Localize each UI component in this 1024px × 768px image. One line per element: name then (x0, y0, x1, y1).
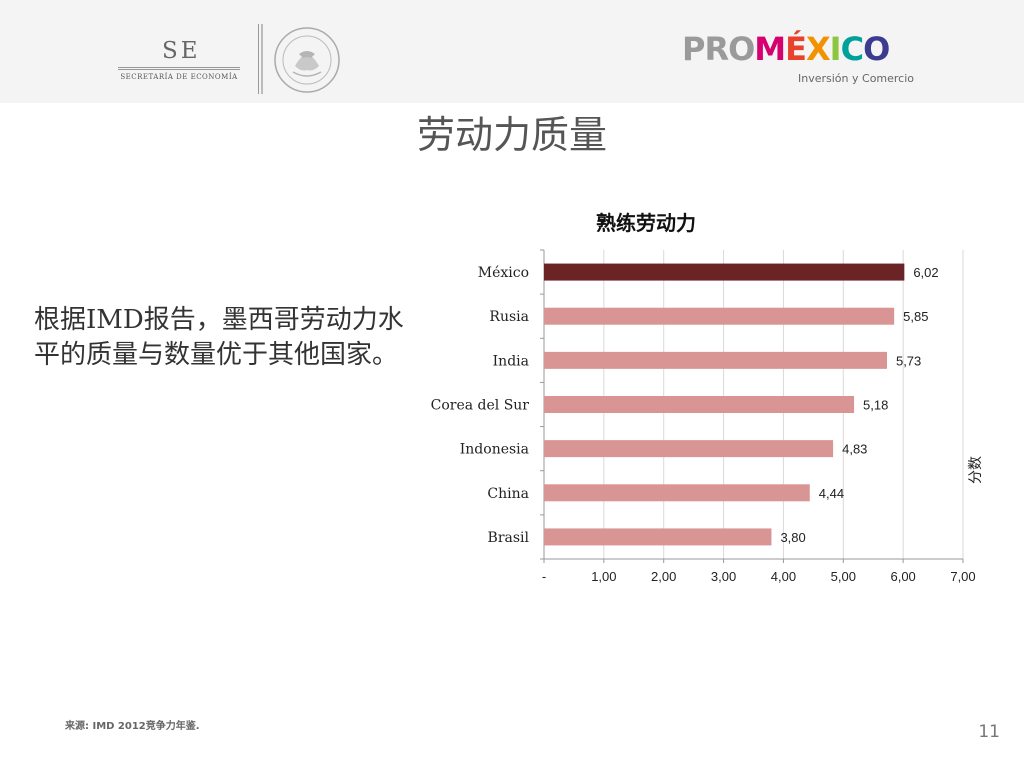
chart-title: 熟练劳动力 (596, 211, 696, 235)
data-label: 4,44 (819, 486, 844, 501)
x-tick-label: - (542, 569, 546, 584)
se-logo-subtitle: SECRETARÍA DE ECONOMÍA (120, 73, 238, 81)
x-tick-label: 6,00 (890, 569, 915, 584)
promexico-letter: X (806, 30, 831, 68)
promexico-letter: É (785, 30, 807, 68)
x-tick-label: 3,00 (711, 569, 736, 584)
x-tick-label: 5,00 (831, 569, 856, 584)
data-label: 5,85 (903, 309, 928, 324)
slide-body-text: 根据IMD报告，墨西哥劳动力水平的质量与数量优于其他国家。 (34, 305, 404, 370)
promexico-letter: M (754, 30, 786, 68)
data-label: 4,83 (842, 442, 867, 457)
category-label: Rusia (489, 309, 529, 325)
mexican-seal-icon (274, 27, 340, 93)
category-label: México (478, 265, 529, 281)
bar (544, 351, 887, 369)
x-tick-label: 1,00 (591, 569, 616, 584)
page-number: 11 (978, 722, 1000, 742)
x-tick-label: 4,00 (771, 569, 796, 584)
se-logo-rule-lower (118, 69, 240, 70)
x-tick-label: 7,00 (950, 569, 975, 584)
bar (544, 528, 772, 546)
category-label: China (487, 486, 529, 502)
bar (544, 307, 895, 325)
slide-title: 劳动力质量 (416, 113, 607, 157)
axis-title: 分数 (968, 456, 984, 484)
category-label: Corea del Sur (431, 398, 530, 414)
logo-divider (258, 24, 263, 94)
bar (544, 440, 834, 458)
data-label: 6,02 (913, 265, 938, 280)
promexico-tagline: Inversión y Comercio (798, 72, 915, 85)
data-label: 3,80 (780, 530, 805, 545)
data-label: 5,18 (863, 398, 888, 413)
promexico-letter: C (840, 30, 865, 68)
promexico-letter: I (829, 30, 842, 68)
data-label: 5,73 (896, 353, 921, 368)
bar (544, 396, 855, 413)
x-tick-label: 2,00 (651, 569, 676, 584)
category-label: Indonesia (460, 442, 529, 458)
category-label: Brasil (488, 530, 530, 546)
promexico-pro: PRO (682, 30, 755, 68)
promexico-logo: PROMÉXICO Inversión y Comercio (682, 30, 914, 92)
bar (544, 484, 810, 502)
promexico-letter: O (863, 30, 890, 68)
bar (544, 263, 905, 281)
promexico-mexico: MÉXICO (754, 30, 890, 68)
header-band: SE SECRETARÍA DE ECONOMÍA PROMÉXICO Inve… (0, 0, 1024, 103)
category-label: India (493, 353, 529, 369)
se-logo-letters: SE (162, 38, 201, 64)
source-footnote: 来源: IMD 2012竞争力年鉴. (65, 721, 200, 732)
se-logo-rule (118, 67, 240, 68)
promexico-wordmark: PROMÉXICO (682, 30, 890, 68)
se-logo: SE SECRETARÍA DE ECONOMÍA (118, 38, 240, 88)
